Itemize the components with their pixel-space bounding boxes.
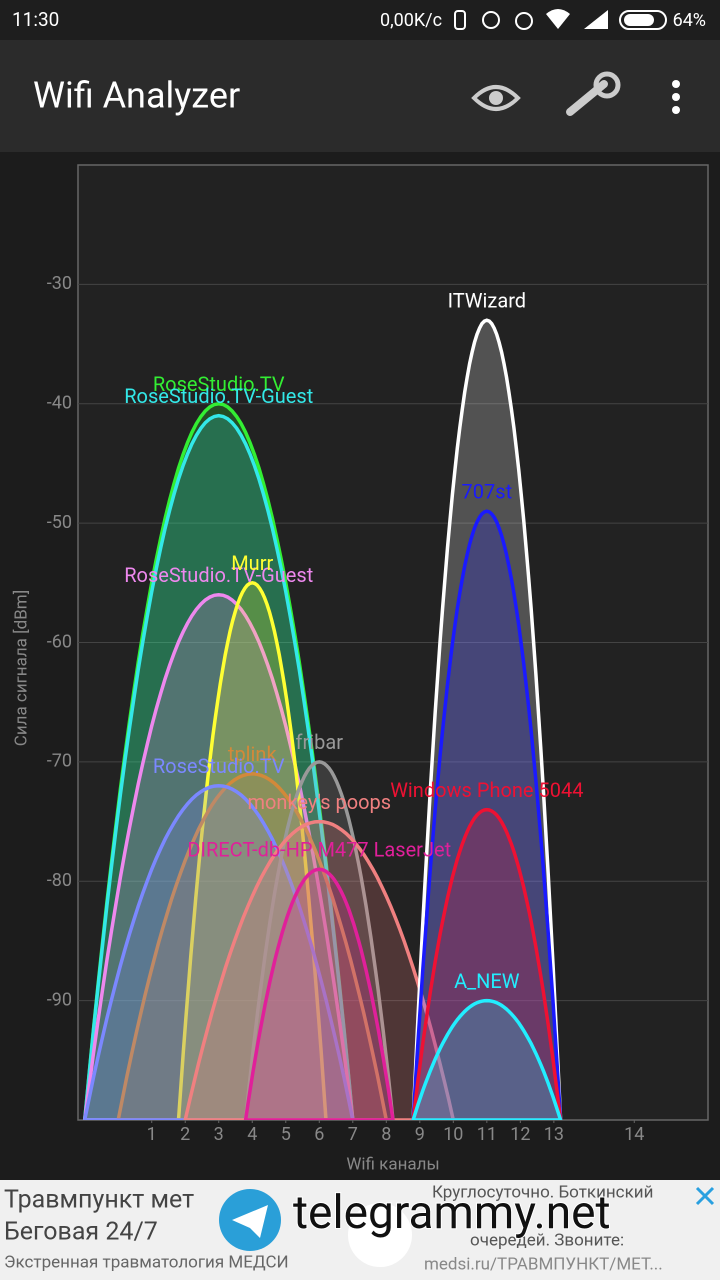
- network-curve: [82, 593, 355, 1120]
- x-tick-label: 9: [415, 1124, 425, 1145]
- status-icons: [454, 9, 667, 30]
- telegram-plane: [232, 1205, 268, 1238]
- x-tick-label: 4: [247, 1124, 257, 1145]
- ad-url: medsi.ru/ТРАВМПУНКТ/МЕТ...: [424, 1254, 663, 1274]
- x-tick-label: 5: [281, 1124, 291, 1145]
- network-label: RoseStudio.TV-Guest: [124, 563, 313, 587]
- network-curve: [411, 318, 563, 1120]
- network-label: monkey's poops: [247, 790, 391, 814]
- y-tick-label: -50: [47, 512, 72, 533]
- network-label: RoseStudio.TV-Guest: [124, 384, 313, 408]
- watermark: telegrammy.net: [293, 1186, 611, 1240]
- network-label: A_NEW: [454, 969, 520, 993]
- network-label: DIRECT-db-HP M477 LaserJet: [187, 838, 451, 862]
- x-tick-label: 13: [544, 1124, 564, 1145]
- y-tick-label: -70: [47, 751, 72, 772]
- x-tick-label: 3: [214, 1124, 224, 1145]
- menu-button[interactable]: [672, 80, 680, 114]
- network-label: fribar: [296, 730, 344, 754]
- x-axis-label: Wifi каналы: [346, 1154, 439, 1174]
- ad-text: Круглосуточно. Боткинский: [432, 1182, 653, 1202]
- plot: -90-80-70-60-50-40-301 2 3 4 5 6 7 8 9 10 11 12 13 14…: [47, 273, 708, 1145]
- y-tick-label: -60: [47, 631, 72, 652]
- x-tick-label: 8: [381, 1124, 391, 1145]
- x-tick-label: 10: [443, 1124, 463, 1145]
- network-label: RoseStudio.TV: [153, 754, 285, 778]
- network-label: ITWizard: [448, 288, 527, 312]
- network-curve: [116, 772, 389, 1120]
- network-curve: [183, 819, 456, 1120]
- ad-icon: [348, 1203, 412, 1267]
- network-label: 707st: [462, 479, 513, 503]
- network-curve: [411, 807, 563, 1120]
- y-tick-label: -30: [47, 273, 72, 294]
- y-tick-label: -40: [47, 393, 72, 414]
- time: 11:30: [12, 8, 59, 31]
- net-speed: 0,00K/c: [380, 10, 442, 31]
- x-tick-label: 2: [180, 1124, 190, 1145]
- battery: 64%: [673, 10, 706, 31]
- network-label: RoseStudio.TV: [153, 372, 285, 396]
- x-tick-label: 7: [348, 1124, 358, 1145]
- network-label: Murr: [231, 551, 273, 575]
- status-bar: [0, 0, 720, 40]
- x-tick-label: 14: [624, 1124, 644, 1145]
- ad-title: Травмпункт мет: [4, 1186, 194, 1215]
- network-label: Windows Phone 5044: [390, 778, 583, 802]
- network-label: tplink: [228, 742, 278, 766]
- network-curve: [243, 867, 395, 1120]
- x-tick-label: 1: [147, 1124, 157, 1145]
- app-title: Wifi Analyzer: [33, 75, 240, 117]
- y-axis-label: Сила сигнала [dBm]: [11, 590, 31, 746]
- settings-button[interactable]: [566, 71, 621, 116]
- ad-title: Беговая 24/7: [4, 1218, 158, 1247]
- x-tick-label: 12: [510, 1124, 530, 1145]
- network-curve: [82, 413, 355, 1120]
- y-tick-label: -90: [47, 989, 72, 1010]
- network-curve: [82, 784, 355, 1120]
- network-curve: [411, 509, 563, 1120]
- network-curve: [411, 998, 563, 1120]
- network-curve: [243, 760, 395, 1120]
- x-tick-label: 11: [477, 1124, 497, 1145]
- eye-button[interactable]: [471, 85, 521, 111]
- curves: [82, 318, 563, 1120]
- y-tick-label: -80: [47, 870, 72, 891]
- ad-close[interactable]: [695, 1186, 715, 1206]
- ad-text: очередей. Звоните:: [470, 1230, 624, 1250]
- x-tick-label: 6: [314, 1124, 324, 1145]
- ad-subtitle: Экстренная травматология МЕДСИ: [4, 1252, 289, 1272]
